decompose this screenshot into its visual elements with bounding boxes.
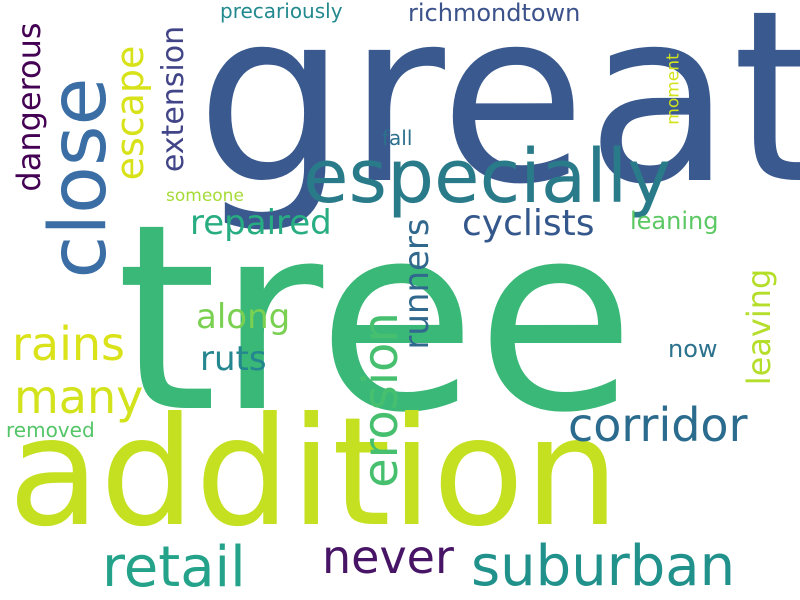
word-repaired: repaired xyxy=(190,203,332,243)
word-cyclists: cyclists xyxy=(462,203,595,244)
word-suburban: suburban xyxy=(471,534,736,599)
word-extension: extension xyxy=(156,25,191,173)
word-moment: moment xyxy=(663,53,684,125)
word-richmondtown: richmondtown xyxy=(408,0,581,27)
word-removed: removed xyxy=(6,418,95,442)
word-corridor: corridor xyxy=(568,398,748,452)
word-especially: especially xyxy=(303,134,672,220)
word-great: great xyxy=(196,0,800,237)
word-addition: addition xyxy=(8,386,620,560)
word-leaving: leaving xyxy=(740,268,778,386)
word-close: close xyxy=(34,77,124,279)
word-tree: tree xyxy=(116,169,636,469)
word-dangerous: dangerous xyxy=(10,22,48,192)
word-never: never xyxy=(322,530,454,584)
word-now: now xyxy=(668,335,718,363)
word-along: along xyxy=(196,297,291,337)
word-runners: runners xyxy=(397,218,437,350)
word-leaning: leaning xyxy=(630,207,719,235)
word-escape: escape xyxy=(108,45,152,181)
word-retail: retail xyxy=(102,535,246,600)
word-someone: someone xyxy=(166,186,244,206)
word-precariously: precariously xyxy=(220,0,343,23)
word-many: many xyxy=(14,370,144,424)
word-fall: fall xyxy=(382,126,413,150)
word-rains: rains xyxy=(12,317,126,371)
word-ruts: ruts xyxy=(200,339,267,379)
